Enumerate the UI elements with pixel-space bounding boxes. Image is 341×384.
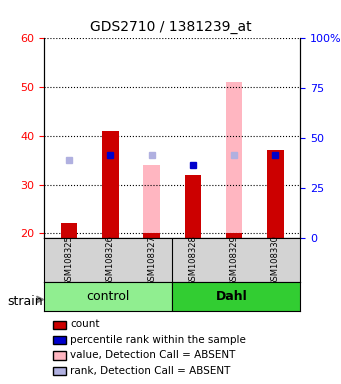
Bar [143,233,160,238]
Text: rank, Detection Call = ABSENT: rank, Detection Call = ABSENT [70,366,230,376]
Bar [226,233,242,238]
Bar [267,151,284,238]
Text: strain: strain [7,295,42,308]
Text: GSM108326: GSM108326 [106,235,115,286]
Bar [184,175,201,238]
Text: GDS2710 / 1381239_at: GDS2710 / 1381239_at [90,20,251,34]
Bar [102,131,119,238]
Bar [184,175,201,238]
Text: GSM108329: GSM108329 [229,235,239,286]
Text: Dahl: Dahl [216,290,248,303]
Text: GSM108330: GSM108330 [271,235,280,286]
Bar [226,82,242,238]
Text: GSM108328: GSM108328 [188,235,197,286]
Text: control: control [87,290,130,303]
Bar [143,165,160,238]
Text: GSM108325: GSM108325 [64,235,74,286]
Text: count: count [70,319,100,329]
Bar [267,151,284,238]
Bar [102,131,119,238]
Bar [61,223,77,238]
Text: value, Detection Call = ABSENT: value, Detection Call = ABSENT [70,350,235,360]
Text: GSM108327: GSM108327 [147,235,156,286]
Text: percentile rank within the sample: percentile rank within the sample [70,335,246,345]
Bar [61,223,77,238]
